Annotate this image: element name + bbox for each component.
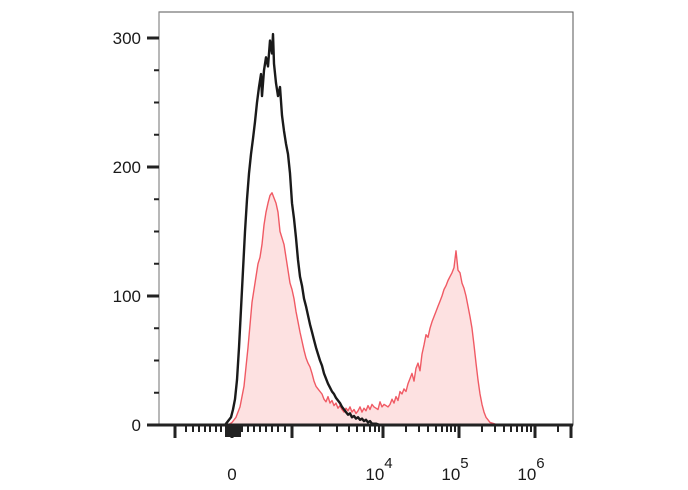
y-tick-label: 100 [113, 287, 141, 306]
y-tick-label: 0 [132, 416, 141, 435]
x-tick-label: 0 [227, 465, 236, 484]
control-histogram-line [159, 32, 573, 427]
x-tick-label: 106 [517, 455, 544, 484]
y-tick-label: 300 [113, 29, 141, 48]
plot-frame [158, 11, 574, 426]
x-tick-label: 105 [441, 455, 468, 484]
x-tick-label: 104 [365, 455, 392, 484]
y-tick-label: 200 [113, 158, 141, 177]
x-axis: 0 104 105 106 [147, 423, 573, 484]
stained-histogram-line [159, 192, 573, 426]
y-axis: 0 100 200 300 [113, 12, 160, 435]
stained-area-fill [159, 192, 573, 425]
series-layer [159, 32, 573, 427]
